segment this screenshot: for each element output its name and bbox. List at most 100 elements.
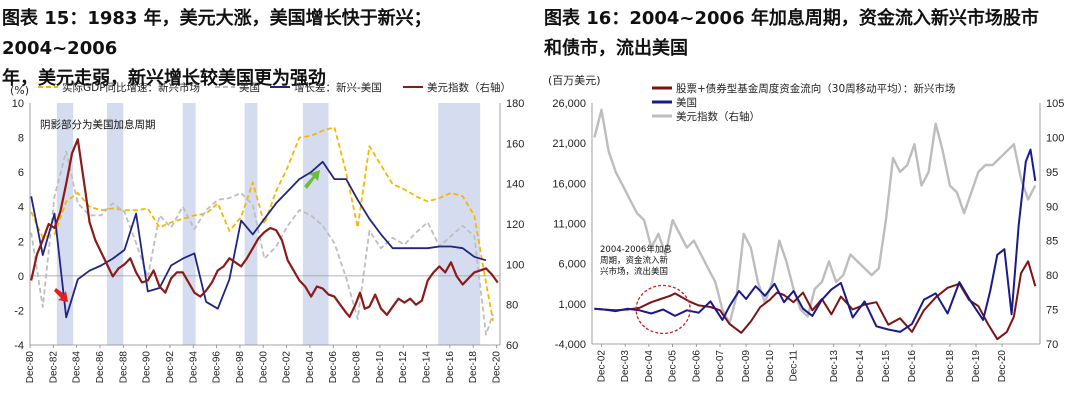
right-chart-right-tick-label: 90 [1046,201,1058,213]
right-chart-x-tick-label: Dec-03 [620,350,631,383]
left-series-line-1 [30,150,494,336]
right-chart-right-tick-label: 100 [1046,132,1064,144]
right-chart-x-tick-label: Dec-18 [945,350,956,383]
left-title-line1: 图表 15：1983 年，美元大涨，美国增长快于新兴；2004~2006 [2,8,432,59]
right-chart-x-tick-label: Dec-07 [715,350,726,383]
x-tick-label: Dec-86 [95,351,106,384]
x-tick-label: Dec-84 [72,351,83,384]
right-chart-left-tick-label: 21,000 [552,138,586,150]
x-tick-label: Dec-94 [188,351,199,384]
left-legend-label-1: 美国 [239,81,260,94]
right-chart-x-tick-label: Dec-16 [907,350,918,383]
right-chart-x-tick-label: Dec-14 [855,350,866,383]
right-title-line1: 图表 16：2004~2006 年加息周期，资金流入新兴市场股市 [544,8,1039,29]
right-chart-x-tick-label: Dec-06 [691,350,702,383]
right-chart-right-tick-label: 85 [1046,236,1058,248]
x-tick-label: Dec-18 [468,351,479,384]
right-chart-x-tick-label: Dec-11 [788,350,799,382]
left-y-tick-label: -4 [14,340,24,352]
x-tick-label: Dec-96 [212,351,223,384]
x-tick-label: Dec-82 [48,351,59,384]
right-y-tick-label: 140 [506,179,524,191]
x-tick-label: Dec-90 [142,351,153,384]
right-annotation-line-0: 2004-2006年加息 [600,244,672,255]
left-y-tick-label: 10 [12,98,24,110]
left-legend-label-0: 实际GDP同比增速：新兴市场 [62,81,200,94]
right-title-line2: 和债市，流出美国 [544,38,688,59]
right-chart-x-tick-label: Dec-09 [741,350,752,383]
red-arrow-icon [54,288,68,302]
right-chart-x-tick-label: Dec-20 [997,350,1008,383]
green-arrow-icon [304,170,320,189]
right-series-line-1 [594,148,1037,333]
left-y-tick-label: 4 [18,202,24,214]
right-chart-right-tick-label: 105 [1046,98,1064,110]
right-chart-left-tick-label: 26,000 [552,98,586,110]
right-chart-x-tick-label: Dec-05 [668,350,679,383]
right-chart-x-tick-label: Dec-19 [971,350,982,383]
right-chart-left-tick-label: 16,000 [552,178,586,190]
x-tick-label: Dec-92 [165,351,176,384]
right-unit-label: (百万美元) [548,74,601,87]
right-y-tick-label: 80 [506,300,518,312]
x-tick-label: Dec-00 [258,351,269,384]
right-legend-label-0: 股票+债券型基金周度资金流向（30周移动平均）：新兴市场 [676,82,955,95]
left-y-tick-label: 0 [18,271,24,283]
left-y-tick-label: 2 [18,236,24,248]
left-legend-label-3: 美元指数（右轴） [427,81,511,94]
x-tick-label: Dec-04 [305,351,316,384]
left-unit-label: (%) [10,84,29,97]
shaded-period-5 [438,103,481,345]
highlight-circle [635,284,691,335]
right-series-line-0 [594,260,1037,341]
right-chart-right-tick-label: 75 [1046,305,1058,317]
right-chart-left-tick-label: 11,000 [553,219,586,231]
right-y-tick-label: 100 [506,259,524,271]
right-y-tick-label: 160 [506,138,524,150]
left-y-tick-label: 8 [18,133,24,145]
right-y-tick-label: 120 [506,219,524,231]
shaded-period-3 [244,103,258,345]
shaded-period-1 [106,103,124,345]
x-tick-label: Dec-98 [235,351,246,384]
shaded-period-2 [182,103,196,345]
right-chart-x-tick-label: Dec-04 [644,350,655,383]
left-y-tick-label: 6 [18,167,24,179]
left-series-line-0 [30,126,494,321]
left-chart-title: 图表 15：1983 年，美元大涨，美国增长快于新兴；2004~2006 年，美… [2,4,532,94]
x-tick-label: Dec-10 [375,351,386,384]
left-legend-label-2: 增长差：新兴-美国 [294,81,382,94]
right-chart-x-tick-label: Dec-15 [881,350,892,383]
right-series-line-2 [593,108,1037,325]
right-y-tick-label: 60 [506,340,518,352]
right-y-tick-label: 180 [506,98,524,110]
x-tick-label: Dec-16 [445,351,456,384]
right-annotation-line-1: 周期，资金流入新 [600,255,669,266]
left-title-line2: 年，美元走弱，新兴增长较美国更为强劲 [2,68,326,89]
x-tick-label: Dec-80 [25,351,36,384]
x-tick-label: Dec-20 [492,351,503,384]
left-y-tick-label: -2 [14,305,24,317]
right-chart-x-tick-label: Dec-13 [829,350,840,383]
right-annotation-line-2: 兴市场，流出美国 [600,266,668,277]
right-chart-right-tick-label: 80 [1046,270,1058,282]
right-chart-left-tick-label: 6,000 [558,259,586,271]
x-tick-label: Dec-02 [282,351,293,384]
right-chart-right-tick-label: 70 [1046,339,1058,351]
right-legend-label-2: 美元指数（右轴） [676,110,760,123]
x-tick-label: Dec-88 [118,351,129,384]
left-series-line-3 [30,138,499,318]
left-annotation: 阴影部分为美国加息周期 [40,118,156,131]
x-tick-label: Dec-14 [422,351,433,384]
right-chart-left-tick-label: 1,000 [558,299,586,311]
x-tick-label: Dec-08 [352,351,363,384]
x-tick-label: Dec-06 [328,351,339,384]
right-chart-x-tick-label: Dec-02 [596,350,607,383]
x-tick-label: Dec-12 [398,351,409,384]
right-chart-right-tick-label: 95 [1046,167,1058,179]
right-chart-left-tick-label: -4,000 [555,339,586,351]
right-legend-label-1: 美国 [676,96,697,109]
shaded-period-4 [302,103,329,345]
right-chart-x-tick-label: Dec-10 [765,350,776,383]
